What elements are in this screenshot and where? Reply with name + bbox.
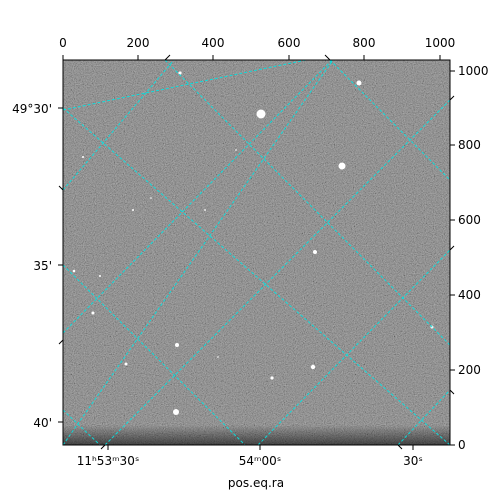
grid-edge-tick: [58, 185, 64, 191]
bottom-ra-axis: 11ʰ53ᵐ30ˢ 54ᵐ00ˢ 30ˢ: [77, 454, 423, 468]
top-tick-label: 200: [127, 36, 150, 50]
grid-line: [63, 60, 175, 191]
grid-edge-tick: [100, 444, 106, 450]
grid-edge-tick: [324, 54, 331, 61]
star: [310, 364, 316, 370]
ra-tick-label: 54ᵐ00ˢ: [239, 454, 282, 468]
ra-tick-label: 11ʰ53ᵐ30ˢ: [77, 454, 140, 468]
coordinate-grid: [63, 60, 450, 445]
top-tick-label: 800: [353, 36, 376, 50]
star: [178, 71, 182, 75]
star: [313, 250, 317, 254]
grid-line: [63, 60, 309, 111]
grid-line: [63, 107, 450, 445]
right-tick-label: 800: [458, 138, 481, 152]
left-dec-axis: 49°30' 35' 40': [12, 102, 52, 430]
star: [270, 376, 274, 380]
star: [91, 311, 95, 315]
stars: [72, 71, 434, 415]
star: [175, 343, 179, 347]
top-tick-label: 600: [278, 36, 301, 50]
grid-edge-tick: [449, 389, 455, 395]
star: [99, 275, 101, 277]
star: [132, 209, 134, 211]
grid-line: [397, 389, 450, 445]
grid-line: [257, 249, 450, 445]
grid-line: [63, 264, 246, 445]
dec-tick-label: 40': [33, 416, 52, 430]
grid-edge-tick: [449, 245, 455, 251]
grid-line: [63, 409, 101, 445]
grid-line: [329, 60, 450, 181]
right-tick-label: 0: [458, 438, 466, 452]
right-tick-label: 200: [458, 363, 481, 377]
top-pixel-axis: 0 200 400 600 800 1000: [59, 36, 455, 50]
star: [356, 80, 362, 86]
star: [217, 356, 219, 358]
grid-edge-tick: [58, 339, 64, 345]
star: [72, 269, 76, 273]
star: [124, 362, 128, 366]
x-axis-label: pos.eq.ra: [228, 476, 284, 490]
right-pixel-axis: 0 200 400 600 800 1000: [458, 64, 489, 452]
star: [204, 209, 206, 211]
star: [82, 156, 84, 158]
grid-line: [63, 60, 334, 445]
grid-line: [104, 99, 450, 445]
axis-ticks: [58, 54, 455, 450]
top-tick-label: 400: [202, 36, 225, 50]
star: [338, 162, 346, 170]
image-area: [63, 60, 450, 445]
ra-tick-label: 30ˢ: [403, 454, 423, 468]
grid-edge-tick: [164, 54, 171, 61]
star: [256, 109, 266, 119]
right-tick-label: 1000: [458, 64, 489, 78]
star: [173, 409, 179, 415]
grid-line: [164, 60, 450, 346]
star: [150, 197, 152, 199]
right-tick-label: 600: [458, 213, 481, 227]
star: [235, 149, 237, 151]
grid-line: [63, 60, 333, 334]
plot-frame: [62, 59, 451, 446]
grid-edge-tick: [397, 444, 403, 450]
right-tick-label: 400: [458, 288, 481, 302]
top-tick-label: 0: [59, 36, 67, 50]
dec-tick-label: 35': [33, 259, 52, 273]
grid-edge-tick: [449, 95, 455, 101]
dec-tick-label: 49°30': [12, 102, 52, 116]
top-tick-label: 1000: [425, 36, 456, 50]
